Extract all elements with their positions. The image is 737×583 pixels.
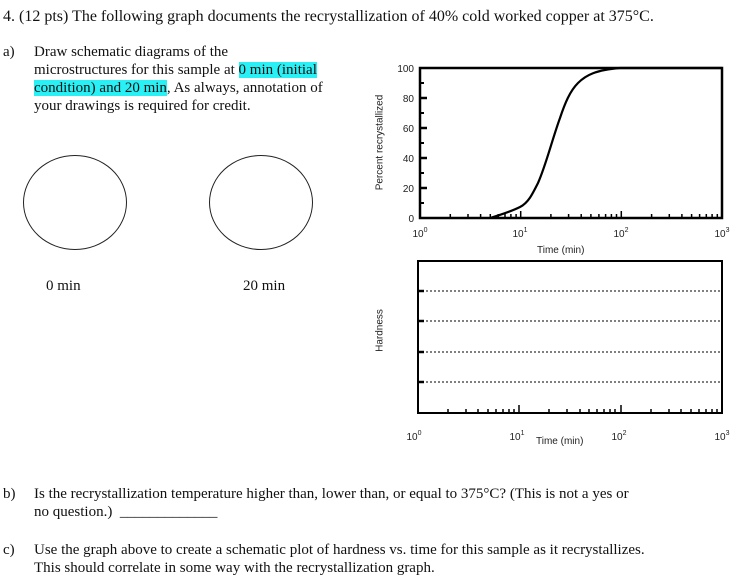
svg-text:102: 102 xyxy=(613,227,628,240)
part-c-label: c) xyxy=(3,542,15,558)
chart1-xlabel: Time (min) xyxy=(537,245,585,256)
chart1-ylabel: Percent recrystallized xyxy=(374,94,386,191)
svg-text:101: 101 xyxy=(509,430,524,443)
part-a-label: a) xyxy=(3,44,15,60)
hardness-chart: 100 101 102 103 Time (min) Hardness xyxy=(360,250,737,460)
question-header: 4. (12 pts) The following graph document… xyxy=(3,8,654,25)
part-c-text: Use the graph above to create a schemati… xyxy=(34,541,734,577)
part-a-line1: Draw schematic diagrams of the xyxy=(34,44,229,60)
svg-text:20: 20 xyxy=(403,184,415,195)
part-b-label: b) xyxy=(3,486,16,502)
circle-label-20min: 20 min xyxy=(243,278,286,294)
svg-text:100: 100 xyxy=(412,227,427,240)
highlight-0min: 0 min (initial xyxy=(238,62,317,78)
part-c-line2: This should correlate in some way with t… xyxy=(34,560,435,576)
part-b-line2: no question.) _____________ xyxy=(34,503,734,521)
highlight-20min: condition) and 20 min xyxy=(34,80,167,96)
part-b-line1: Is the recrystallization temperature hig… xyxy=(34,486,629,502)
recrystallization-chart: 100 80 60 40 20 0 100 101 102 103 Time (… xyxy=(360,55,737,265)
chart2-xlabel: Time (min) xyxy=(536,436,584,447)
svg-text:100: 100 xyxy=(397,64,414,75)
part-c-line1: Use the graph above to create a schemati… xyxy=(34,542,645,558)
svg-text:102: 102 xyxy=(611,430,626,443)
hardness-plot[interactable]: 100 101 102 103 xyxy=(360,250,737,460)
microstructure-circle-0min[interactable] xyxy=(23,155,127,250)
microstructure-circle-20min[interactable] xyxy=(209,155,313,250)
part-a-text: Draw schematic diagrams of the microstru… xyxy=(34,43,364,115)
part-a-line3-text: , As always, annotation of xyxy=(166,80,323,96)
svg-text:40: 40 xyxy=(403,154,415,165)
circle-label-0min: 0 min xyxy=(46,278,81,294)
part-a-line3: condition) and 20 min, As always, annota… xyxy=(34,79,364,97)
svg-text:103: 103 xyxy=(714,430,729,443)
answer-blank[interactable]: _____________ xyxy=(119,504,218,520)
svg-text:0: 0 xyxy=(408,214,414,225)
svg-text:103: 103 xyxy=(714,227,729,240)
recrystallization-curve xyxy=(489,66,722,220)
svg-text:101: 101 xyxy=(512,227,527,240)
part-b-text: Is the recrystallization temperature hig… xyxy=(34,485,734,521)
part-a-line2: microstructures for this sample at 0 min… xyxy=(34,61,364,79)
part-a-line2-text: microstructures for this sample at xyxy=(34,62,239,78)
part-b-line2-text: no question.) xyxy=(34,504,113,520)
chart2-ylabel: Hardness xyxy=(374,309,386,352)
svg-text:60: 60 xyxy=(403,124,415,135)
recrystallization-plot: 100 80 60 40 20 0 100 101 102 103 xyxy=(397,64,729,240)
svg-text:100: 100 xyxy=(406,430,421,443)
svg-text:80: 80 xyxy=(403,94,415,105)
part-a-line4: your drawings is required for credit. xyxy=(34,98,251,114)
